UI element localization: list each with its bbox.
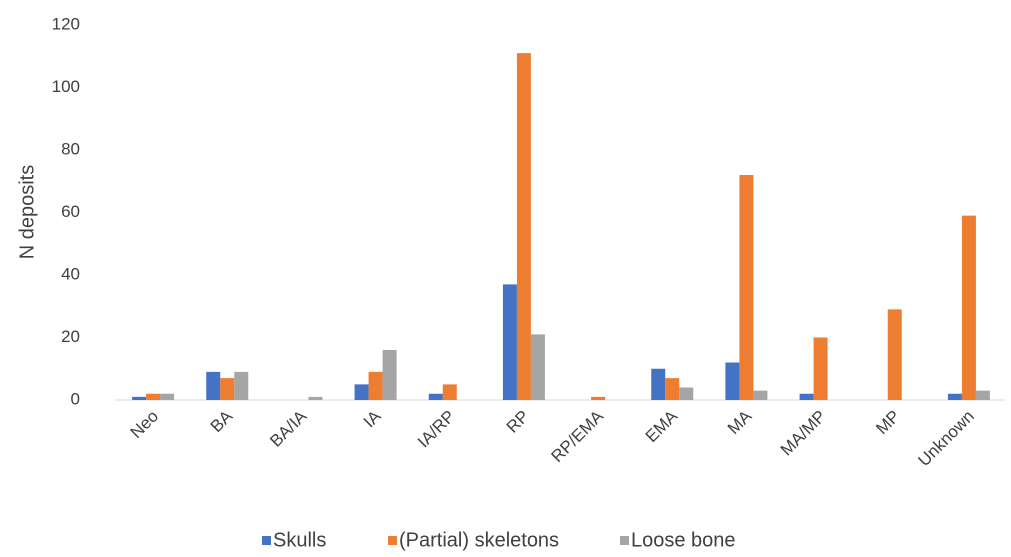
legend-swatch xyxy=(620,536,629,545)
x-tick-label: BA/IA xyxy=(266,406,311,451)
bar xyxy=(739,175,754,400)
bar xyxy=(679,387,694,400)
bar xyxy=(813,337,828,400)
x-tick-label: MP xyxy=(872,407,903,438)
bar xyxy=(220,378,235,400)
bar xyxy=(382,350,397,400)
bar xyxy=(651,368,666,400)
bar xyxy=(428,393,443,400)
bar xyxy=(665,378,680,400)
bar xyxy=(146,393,161,400)
x-tick-label: IA/RP xyxy=(414,407,459,452)
bar xyxy=(368,371,383,400)
y-tick-label: 20 xyxy=(61,327,80,346)
legend-label: (Partial) skeletons xyxy=(399,529,559,551)
bar xyxy=(591,396,606,400)
bar xyxy=(799,393,814,400)
bar xyxy=(975,390,990,400)
legend-swatch xyxy=(388,536,397,545)
y-tick-label: 80 xyxy=(61,139,80,158)
x-tick-label: Unknown xyxy=(914,407,978,471)
bar xyxy=(234,371,249,400)
bar xyxy=(947,393,962,400)
x-tick-label: RP xyxy=(503,407,533,437)
x-tick-label: Neo xyxy=(127,407,162,442)
bar xyxy=(206,371,221,400)
y-tick-label: 60 xyxy=(61,202,80,221)
bar xyxy=(442,384,457,400)
bar xyxy=(887,309,902,400)
x-tick-label: IA xyxy=(360,406,385,431)
y-tick-label: 40 xyxy=(61,264,80,283)
x-tick-label: EMA xyxy=(642,406,682,446)
bar xyxy=(308,396,323,400)
x-tick-label: MA xyxy=(724,406,756,438)
bar xyxy=(725,362,740,400)
x-tick-label: RP/EMA xyxy=(548,406,608,466)
bar xyxy=(502,284,517,400)
bar xyxy=(530,334,545,400)
y-tick-label: 0 xyxy=(71,389,80,408)
y-tick-label: 120 xyxy=(52,14,80,33)
x-tick-label: MA/MP xyxy=(777,407,830,460)
x-tick-label: BA xyxy=(207,406,237,436)
bar xyxy=(354,384,369,400)
y-axis-label: N deposits xyxy=(16,165,38,260)
legend-label: Skulls xyxy=(273,529,326,551)
bar xyxy=(516,53,531,400)
bar xyxy=(961,215,976,400)
y-tick-label: 100 xyxy=(52,77,80,96)
bar xyxy=(160,393,175,400)
bar xyxy=(132,396,147,400)
legend-swatch xyxy=(262,536,271,545)
legend-label: Loose bone xyxy=(631,529,736,551)
bar xyxy=(753,390,768,400)
